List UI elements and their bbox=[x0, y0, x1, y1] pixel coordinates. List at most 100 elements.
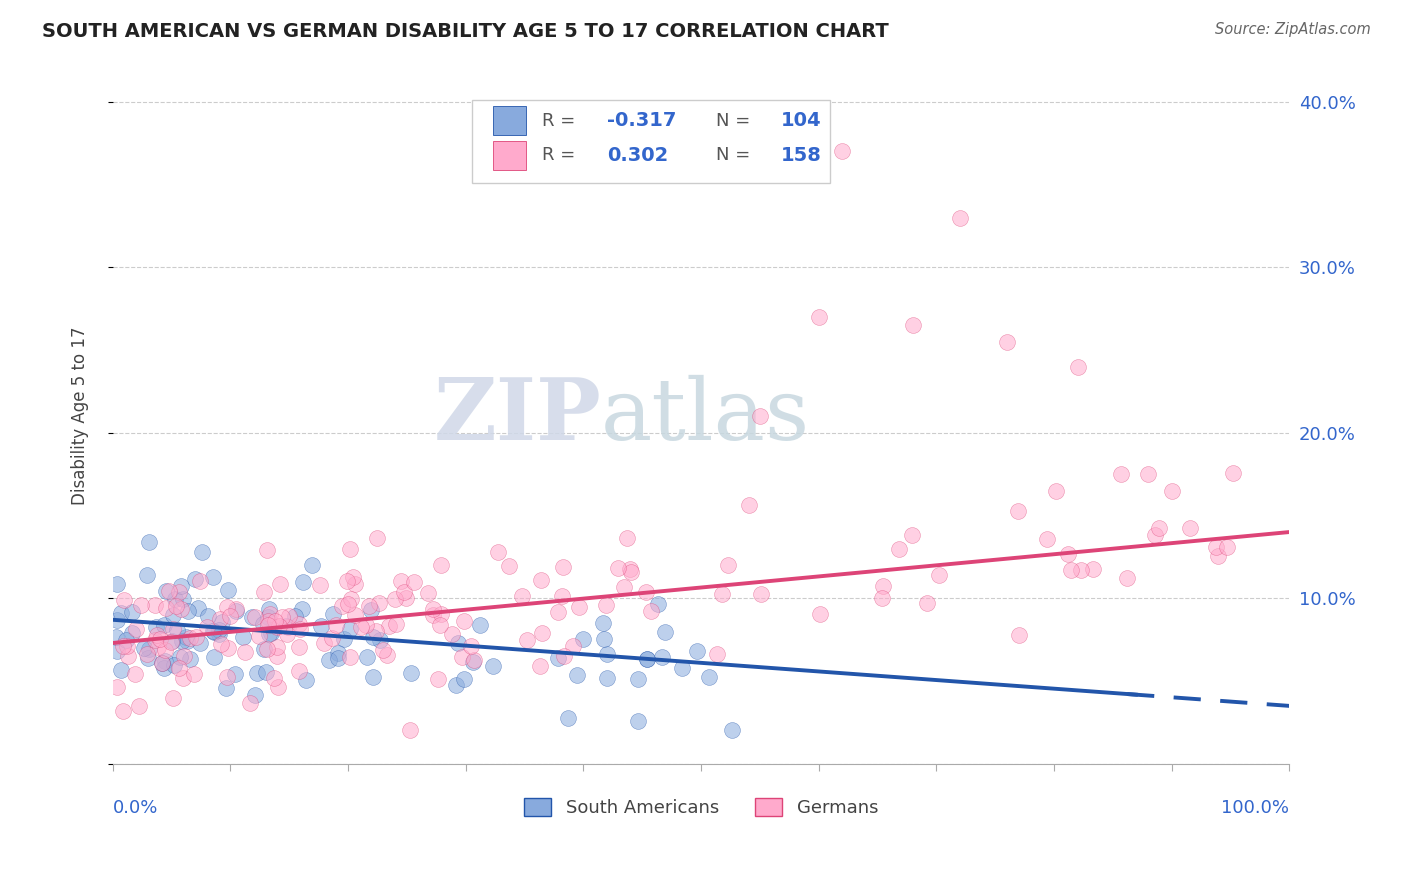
Point bbox=[384, 617, 406, 632]
Text: Source: ZipAtlas.com: Source: ZipAtlas.com bbox=[1215, 22, 1371, 37]
Point bbox=[592, 632, 614, 647]
Point bbox=[647, 597, 669, 611]
Point bbox=[596, 647, 619, 661]
Text: ZIP: ZIP bbox=[433, 374, 600, 458]
Point bbox=[498, 559, 520, 574]
Point bbox=[447, 636, 470, 650]
Point bbox=[288, 622, 311, 636]
Point bbox=[176, 634, 198, 648]
Point bbox=[172, 591, 194, 606]
Point bbox=[440, 626, 463, 640]
Point bbox=[167, 661, 190, 675]
Point bbox=[870, 591, 893, 606]
Point bbox=[110, 663, 132, 677]
Point bbox=[242, 609, 264, 624]
Point bbox=[339, 542, 361, 557]
Point bbox=[291, 601, 314, 615]
Point bbox=[256, 610, 278, 624]
Point bbox=[138, 650, 160, 665]
FancyBboxPatch shape bbox=[494, 106, 526, 136]
Point bbox=[368, 633, 391, 648]
Point bbox=[887, 541, 910, 556]
Point bbox=[209, 637, 232, 651]
Point bbox=[330, 599, 353, 613]
Point bbox=[671, 661, 693, 675]
Point bbox=[368, 596, 391, 610]
Point bbox=[627, 714, 650, 728]
Point bbox=[654, 624, 676, 639]
Point bbox=[1147, 521, 1170, 535]
Point bbox=[217, 670, 239, 684]
Point bbox=[110, 606, 132, 620]
Point bbox=[162, 690, 184, 705]
Point bbox=[429, 618, 451, 632]
Point bbox=[530, 625, 553, 640]
Point bbox=[710, 587, 733, 601]
Text: N =: N = bbox=[716, 112, 756, 129]
Point bbox=[596, 671, 619, 685]
Point bbox=[112, 704, 135, 718]
Point bbox=[239, 696, 262, 710]
Point bbox=[257, 602, 280, 616]
Point bbox=[357, 599, 380, 614]
Point bbox=[530, 573, 553, 587]
Point bbox=[183, 667, 205, 681]
Point bbox=[188, 636, 211, 650]
Point bbox=[257, 614, 280, 628]
Point bbox=[337, 597, 360, 611]
Point bbox=[145, 620, 167, 634]
Point bbox=[124, 622, 146, 636]
Point bbox=[264, 614, 287, 628]
Point bbox=[208, 627, 231, 641]
FancyBboxPatch shape bbox=[494, 141, 526, 170]
Point bbox=[356, 649, 378, 664]
Point bbox=[350, 620, 373, 634]
Point bbox=[105, 644, 128, 658]
Point bbox=[253, 584, 276, 599]
Point bbox=[128, 699, 150, 714]
Point bbox=[276, 619, 298, 633]
Point bbox=[121, 606, 143, 620]
Point bbox=[697, 670, 720, 684]
Point bbox=[547, 651, 569, 665]
Point bbox=[339, 591, 361, 606]
Point bbox=[640, 603, 662, 617]
Point bbox=[246, 665, 269, 680]
Point bbox=[202, 624, 225, 638]
Point bbox=[247, 629, 270, 643]
Point bbox=[243, 610, 266, 624]
Point bbox=[166, 624, 188, 638]
Legend: South Americans, Germans: South Americans, Germans bbox=[517, 790, 886, 824]
Point bbox=[463, 655, 485, 669]
Point bbox=[915, 596, 938, 610]
Point bbox=[259, 607, 281, 621]
Point bbox=[153, 643, 176, 657]
Point bbox=[174, 630, 197, 644]
Point bbox=[150, 656, 173, 670]
Point bbox=[105, 577, 128, 591]
Point bbox=[463, 653, 485, 667]
Point bbox=[129, 598, 152, 612]
Point bbox=[267, 680, 290, 694]
Point bbox=[422, 608, 444, 623]
Point bbox=[427, 673, 450, 687]
Point bbox=[121, 626, 143, 640]
Point bbox=[197, 608, 219, 623]
Point bbox=[105, 680, 128, 694]
Point bbox=[460, 640, 482, 654]
Point bbox=[218, 608, 240, 623]
Point bbox=[266, 640, 288, 654]
Point bbox=[571, 632, 593, 646]
Point bbox=[392, 585, 415, 599]
Point bbox=[177, 604, 200, 618]
Point bbox=[266, 620, 288, 634]
Text: atlas: atlas bbox=[600, 375, 810, 458]
Point bbox=[150, 657, 173, 671]
Point bbox=[172, 671, 194, 685]
Point bbox=[155, 601, 177, 615]
Text: 158: 158 bbox=[782, 146, 823, 165]
Point bbox=[430, 607, 453, 621]
Point bbox=[232, 630, 254, 644]
Point bbox=[105, 630, 128, 644]
Point bbox=[217, 600, 239, 615]
